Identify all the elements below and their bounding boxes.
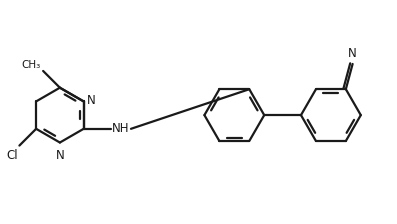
Text: N: N xyxy=(348,47,357,60)
Text: CH₃: CH₃ xyxy=(21,60,40,70)
Text: N: N xyxy=(56,149,64,162)
Text: N: N xyxy=(87,94,96,107)
Text: Cl: Cl xyxy=(6,149,17,162)
Text: NH: NH xyxy=(112,122,130,135)
